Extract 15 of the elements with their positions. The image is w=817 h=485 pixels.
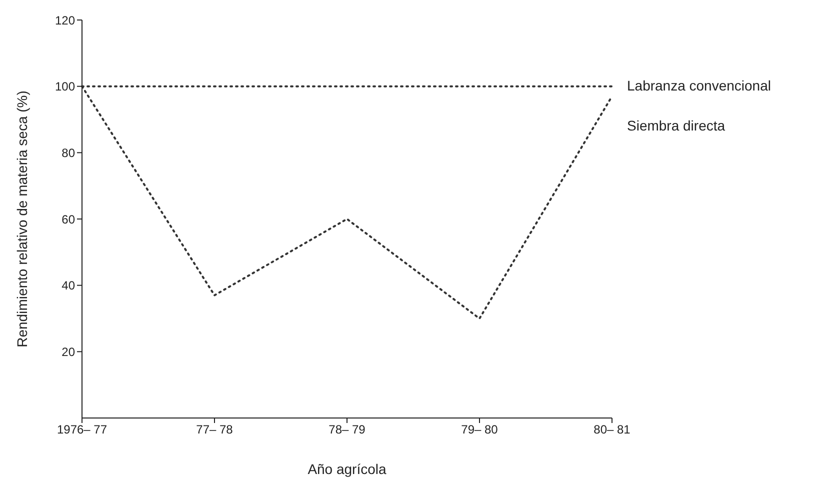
x-tick-label: 77– 78 (196, 422, 234, 437)
x-tick-label: 80– 81 (594, 422, 631, 437)
y-tick-label: 100 (54, 80, 76, 94)
series-label: Siembra directa (627, 117, 726, 134)
y-tick-label: 60 (62, 212, 76, 226)
x-tick-label: 1976– 77 (56, 422, 108, 437)
series-label: Labranza convencional (627, 77, 771, 94)
y-tick-label: 40 (62, 278, 76, 293)
x-tick-label: 79– 80 (461, 422, 498, 437)
y-tick-label: 120 (54, 13, 76, 28)
y-axis-title: Rendimiento relativo de materia seca (%) (14, 90, 30, 348)
x-axis-title: Año agrícola (308, 461, 387, 477)
y-tick-label: 80 (62, 146, 76, 160)
y-tick-label: 20 (62, 344, 76, 359)
x-tick-label: 78– 79 (328, 422, 366, 437)
